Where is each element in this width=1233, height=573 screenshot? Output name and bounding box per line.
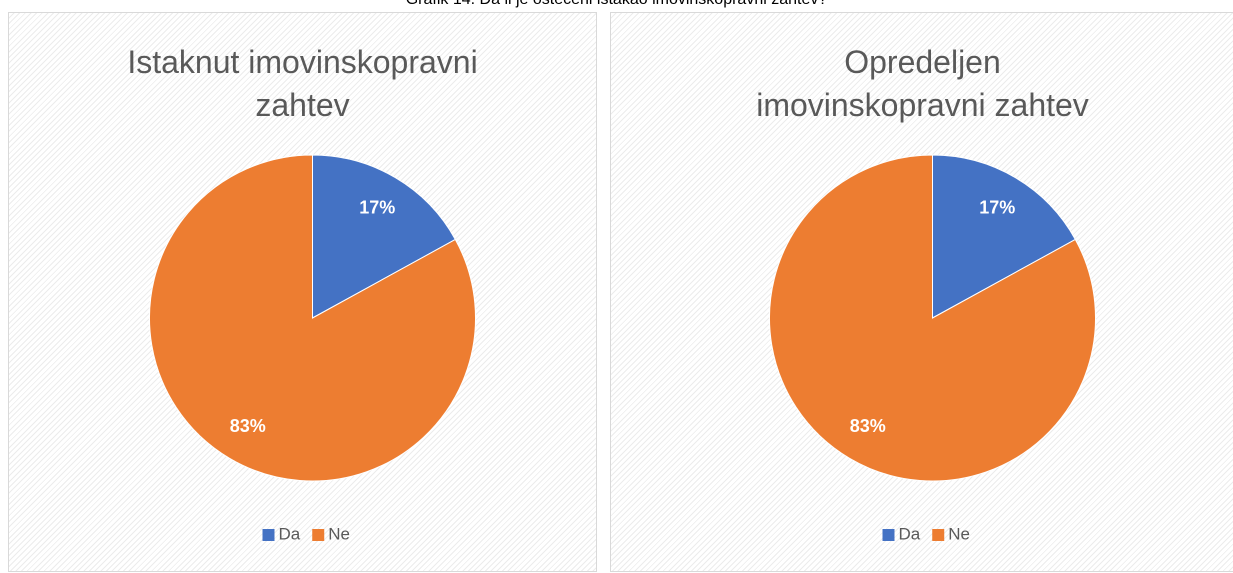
- legend-swatch: [262, 529, 275, 541]
- data-label: 17%: [359, 197, 395, 217]
- legend-label: Ne: [328, 524, 350, 543]
- pie-slice: [312, 154, 457, 319]
- chart-title-text: Opredeljen imovinskopravni zahtev: [756, 44, 1089, 123]
- pie-svg: 17% 83% Da Ne: [149, 154, 476, 543]
- chart-title-text: Istaknut imovinskopravni zahtev: [127, 44, 478, 123]
- data-label: 83%: [230, 416, 266, 436]
- data-label: 83%: [850, 416, 886, 436]
- legend-swatch: [932, 529, 945, 541]
- pie-slice: [932, 154, 1077, 319]
- pie-slice: [149, 154, 476, 482]
- chart-panel: Istaknut imovinskopravni zahtev 17% 83% Da N…: [8, 12, 597, 572]
- legend-label: Ne: [948, 524, 970, 543]
- chart-panel: Opredeljen imovinskopravni zahtev 17% 83% D…: [610, 12, 1233, 572]
- chart-title: Opredeljen imovinskopravni zahtev: [611, 41, 1233, 127]
- legend-label: Da: [899, 524, 921, 543]
- data-label: 17%: [979, 197, 1015, 217]
- legend-label: Da: [279, 524, 301, 543]
- pie-slice: [769, 154, 1096, 482]
- legend-swatch: [312, 529, 325, 541]
- legend-swatch: [882, 529, 895, 541]
- caption: Grafik 14. Da li je oštećeni istakao imo…: [0, 0, 1233, 9]
- pie-svg: 17% 83% Da Ne: [769, 154, 1096, 543]
- chart-title: Istaknut imovinskopravni zahtev: [9, 41, 596, 127]
